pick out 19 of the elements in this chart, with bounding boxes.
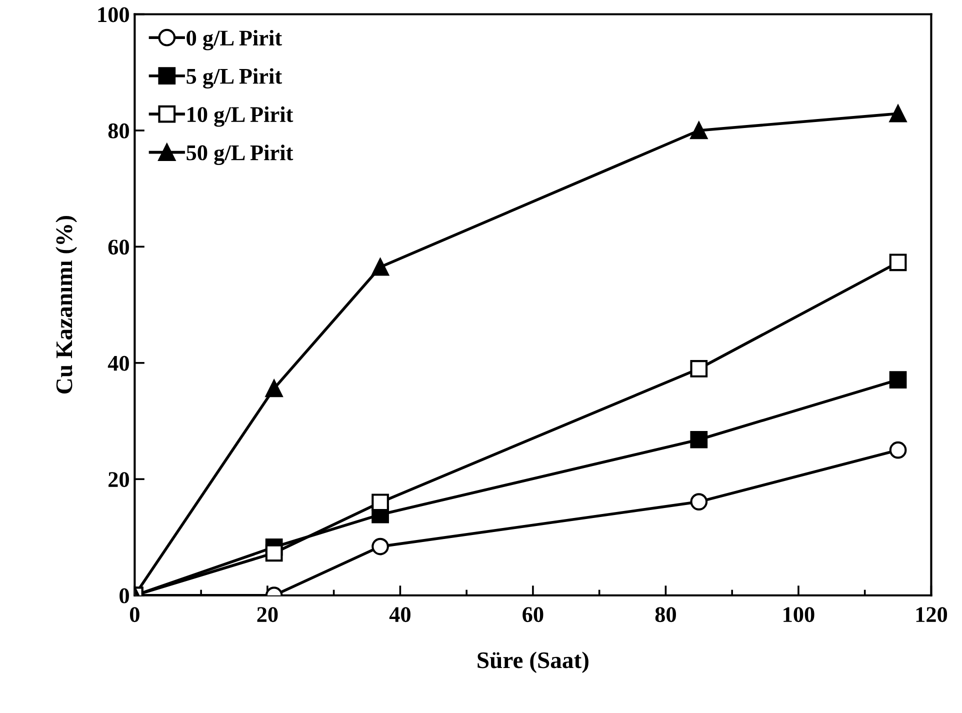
- y-axis-title: Cu Kazanımı (%): [56, 216, 78, 394]
- x-tick-label: 80: [655, 607, 676, 622]
- x-axis-title: Süre (Saat): [478, 652, 588, 674]
- x-tick-label: 20: [257, 607, 278, 622]
- x-tick-label: 60: [522, 607, 544, 622]
- x-tick-label: 100: [784, 607, 814, 622]
- y-tick-label: 60: [108, 240, 129, 255]
- x-tick-label: 120: [916, 607, 948, 622]
- y-tick-label: 80: [108, 123, 129, 138]
- x-tick-label: 40: [389, 607, 410, 622]
- y-tick-label: 20: [108, 472, 129, 488]
- legend-label: 50 g/L Pirit: [186, 144, 294, 165]
- x-tick-label: 0: [130, 607, 140, 622]
- y-tick-label: 0: [120, 588, 129, 604]
- legend-label: 0 g/L Pirit: [186, 30, 282, 50]
- y-tick-label: 100: [98, 7, 129, 22]
- legend-label: 10 g/L Pirit: [188, 106, 294, 127]
- legend-label: 5 g/L Pirit: [186, 68, 282, 89]
- y-tick-label: 40: [108, 356, 129, 371]
